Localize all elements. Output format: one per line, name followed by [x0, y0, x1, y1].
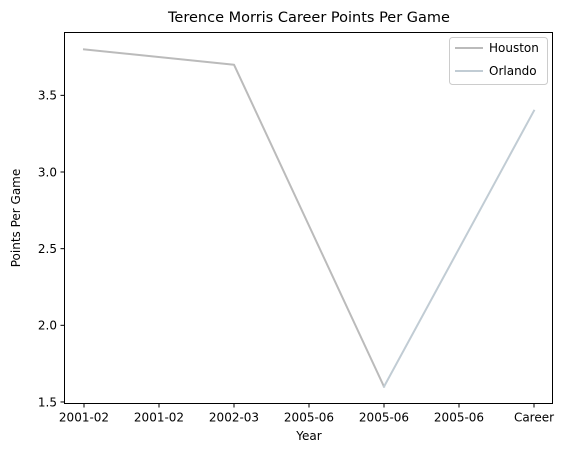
- x-tick-label: 2001-02: [134, 411, 184, 425]
- legend-box: [449, 37, 548, 85]
- x-tick-label: 2005-06: [434, 411, 484, 425]
- series-line-orlando: [382, 109, 536, 388]
- chart-title: Terence Morris Career Points Per Game: [167, 10, 450, 26]
- x-tick-label: Career: [514, 411, 554, 425]
- x-axis: 2001-02 2001-02 2002-03 2005-06 2005-06 2005-…: [59, 403, 554, 425]
- x-tick-label: 2005-06: [284, 411, 334, 425]
- x-tick-label: 2005-06: [359, 411, 409, 425]
- y-axis: 1.5 2.0 2.5 3.0 3.5: [38, 89, 65, 409]
- legend: Houston Orlando: [449, 37, 548, 85]
- legend-label-orlando: Orlando: [489, 64, 537, 78]
- y-tick-label: 1.5: [38, 395, 57, 409]
- series-line-houston: [82, 48, 386, 388]
- y-tick-label: 2.5: [38, 242, 57, 256]
- y-tick-label: 3.5: [38, 89, 57, 103]
- x-tick-label: 2001-02: [59, 411, 109, 425]
- series-lines: [82, 48, 536, 388]
- legend-label-houston: Houston: [489, 41, 539, 55]
- x-tick-label: 2002-03: [209, 411, 259, 425]
- x-axis-label: Year: [295, 429, 321, 443]
- y-tick-label: 3.0: [38, 165, 57, 179]
- y-axis-label: Points Per Game: [9, 169, 23, 268]
- y-tick-label: 2.0: [38, 319, 57, 333]
